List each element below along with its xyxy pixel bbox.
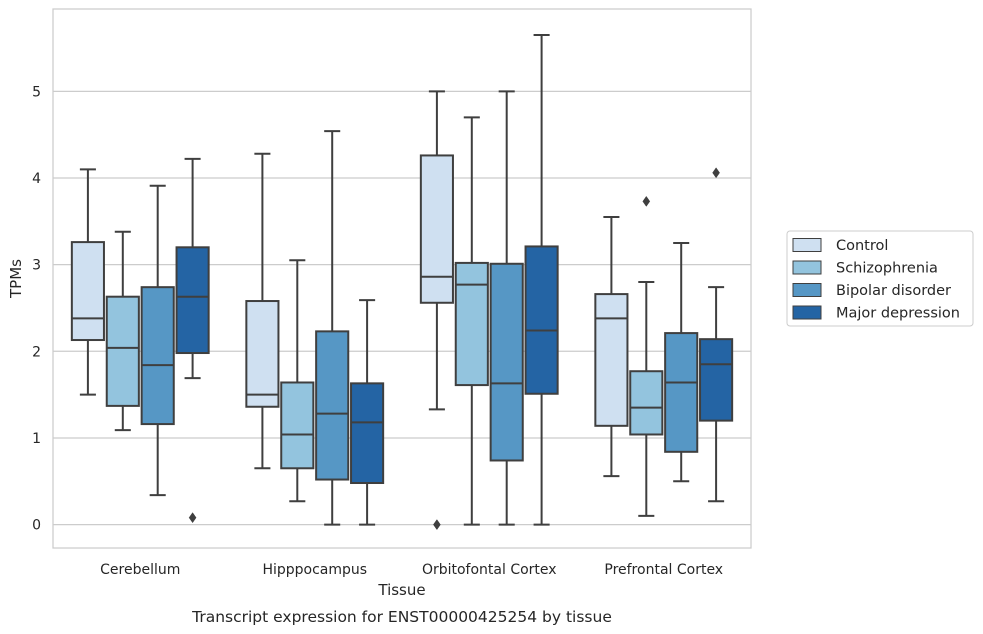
x-tick-label: Orbitofontal Cortex — [422, 562, 557, 578]
box-1-2 — [315, 130, 350, 526]
iqr-box — [419, 154, 454, 304]
outlier-point — [642, 195, 651, 207]
legend-swatch — [792, 305, 822, 320]
x-axis-label: Tissue — [377, 581, 425, 599]
iqr-box — [664, 332, 699, 453]
iqr-box — [70, 241, 105, 342]
legend: Control Schizophrenia Bipolar disorder Majo… — [786, 230, 974, 327]
plot-area-frame — [52, 8, 752, 549]
y-tick-label: 3 — [32, 258, 41, 274]
x-tick-labels: Cerebellum Hipppocampus Orbitofontal Corte… — [100, 562, 723, 578]
box-3-3 — [699, 167, 734, 503]
box-1-1 — [280, 259, 315, 503]
box-0-2 — [140, 184, 175, 497]
outlier-point — [433, 519, 441, 531]
legend-frame — [786, 230, 974, 327]
y-tick-label: 1 — [32, 431, 41, 447]
legend-label: Bipolar disorder — [836, 283, 951, 299]
y-tick-label: 0 — [32, 518, 41, 534]
y-tick-label: 5 — [32, 84, 41, 100]
y-tick-label: 4 — [32, 171, 41, 187]
iqr-box — [140, 286, 175, 426]
box-3-0 — [594, 215, 629, 478]
iqr-box — [175, 246, 210, 355]
iqr-box — [629, 370, 664, 436]
outlier-point — [188, 512, 197, 524]
iqr-box — [489, 262, 524, 462]
box-3-1 — [629, 195, 664, 517]
box-2-0 — [419, 90, 454, 531]
x-tick-label: Hipppocampus — [262, 562, 367, 578]
iqr-box — [350, 382, 385, 485]
iqr-box — [280, 381, 315, 470]
iqr-box — [245, 300, 280, 408]
box-2-1 — [454, 116, 489, 526]
legend-swatch — [792, 283, 822, 297]
y-tick-labels: 0 1 2 3 4 5 — [32, 84, 41, 533]
legend-label: Schizophrenia — [836, 261, 938, 277]
iqr-box — [699, 338, 734, 422]
outlier-point — [712, 167, 720, 179]
iqr-box — [454, 261, 489, 387]
y-axis-label: TPMs — [7, 259, 25, 299]
legend-swatch — [792, 238, 822, 252]
box-1-0 — [245, 152, 280, 470]
legend-swatch — [792, 260, 822, 275]
iqr-box — [105, 295, 140, 407]
box-2-3 — [524, 33, 559, 526]
box-0-0 — [70, 168, 105, 396]
x-tick-label: Cerebellum — [100, 562, 180, 578]
box-1-3 — [350, 299, 385, 526]
box-2-2 — [489, 90, 524, 526]
iqr-box — [315, 330, 350, 481]
box-groups — [70, 33, 734, 531]
box-3-2 — [664, 241, 699, 483]
x-tick-label: Prefrontal Cortex — [604, 562, 723, 578]
box-0-3 — [175, 157, 210, 524]
iqr-box — [524, 245, 559, 395]
legend-label: Control — [836, 238, 888, 254]
chart-caption: Transcript expression for ENST0000042525… — [191, 608, 612, 626]
legend-label: Major depression — [836, 306, 960, 322]
box-0-1 — [105, 230, 140, 432]
iqr-box — [594, 293, 629, 427]
y-tick-label: 2 — [32, 344, 41, 360]
